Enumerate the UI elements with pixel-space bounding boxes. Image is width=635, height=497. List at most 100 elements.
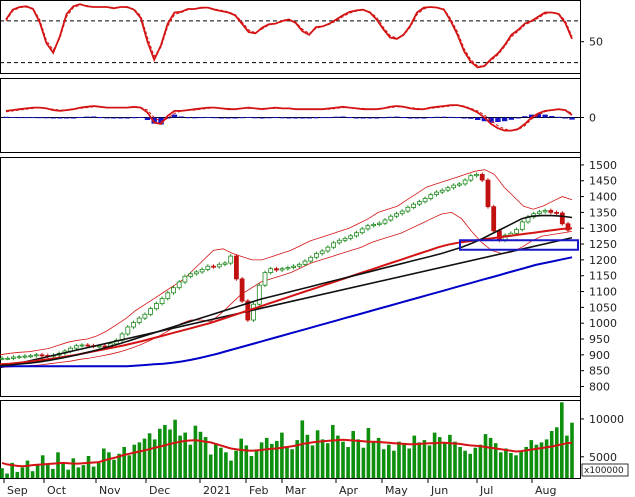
volume-bar: [71, 458, 76, 478]
price-candle: [354, 232, 359, 237]
price-candle: [394, 213, 399, 217]
volume-bar: [341, 441, 345, 478]
price-candle: [0, 357, 5, 360]
macd-histogram-bar: [299, 117, 306, 119]
macd-histogram-bar: [178, 116, 184, 118]
macd-histogram-bar: [171, 114, 178, 118]
volume-bar: [198, 431, 203, 478]
price-candle: [165, 292, 171, 299]
volume-bar: [290, 449, 294, 478]
y-tick-label: 1400: [589, 191, 617, 204]
macd-histogram-bar: [454, 117, 461, 119]
macd-histogram-bar: [158, 117, 164, 125]
price-candle: [554, 211, 559, 214]
chart-axes: 50 0 800 850 900 950 1000 1050 1100 1150 1200 1250 1…: [0, 36, 629, 497]
price-candle: [462, 179, 468, 185]
volume-bar: [234, 450, 238, 478]
macd-histogram-bar: [37, 117, 43, 119]
volume-bar: [183, 432, 187, 478]
volume-bar: [86, 456, 91, 478]
macd-histogram-bar: [353, 117, 360, 119]
price-candle: [228, 255, 234, 264]
macd-histogram-bar: [111, 117, 117, 119]
price-candle: [348, 235, 354, 239]
y-tick-label: 1100: [589, 286, 617, 299]
price-candle: [188, 273, 194, 277]
macd-histogram-bar: [225, 117, 232, 119]
y-tick-label: 1450: [589, 175, 617, 188]
macd-histogram-bar: [346, 117, 353, 119]
volume-bar: [61, 462, 65, 478]
price-candle: [73, 345, 79, 349]
macd-histogram-bar: [475, 117, 481, 120]
y-tick-label: 950: [589, 333, 610, 346]
macd-histogram-bar: [448, 116, 454, 118]
volume-bar: [168, 429, 172, 478]
volume-bar: [163, 425, 167, 478]
macd-histogram-bar: [461, 117, 467, 119]
volume-bar: [249, 456, 254, 478]
volume-bar: [366, 428, 371, 478]
macd-histogram-bar: [549, 116, 555, 118]
macd-histogram-bar: [468, 117, 474, 119]
macd-histogram-bar: [198, 117, 205, 119]
price-candle: [182, 275, 188, 283]
volume-moving-average: [1, 438, 573, 468]
volume-bar: [539, 442, 544, 478]
x-tick-label: Aug: [535, 484, 556, 497]
volume-bar: [565, 435, 569, 478]
y-tick-label: 1000: [589, 317, 617, 330]
price-candle: [325, 246, 331, 252]
price-candle: [176, 281, 182, 289]
x-tick-label: Dec: [149, 484, 170, 497]
price-candle: [131, 322, 136, 328]
price-candle: [251, 303, 257, 321]
price-candle: [308, 256, 314, 262]
volume-bar: [560, 402, 564, 478]
volume-bar: [173, 419, 177, 478]
volume-bar: [254, 450, 259, 478]
volume-bar: [132, 444, 137, 478]
price-candle: [319, 250, 325, 254]
volume-bar: [305, 434, 310, 478]
price-candle: [342, 237, 348, 241]
price-candle: [273, 268, 279, 271]
macd-histogram-bar: [138, 117, 144, 118]
volume-bar: [127, 455, 132, 478]
volume-bar: [478, 444, 483, 478]
volume-bar: [325, 443, 330, 478]
macd-histogram-bar: [508, 117, 515, 120]
macd-histogram-bar: [340, 116, 346, 118]
price-candle: [256, 284, 262, 305]
volume-bar: [320, 439, 325, 478]
macd-histogram-bar: [23, 117, 29, 119]
x-tick-label: Mar: [285, 484, 306, 497]
macd-histogram-bar: [16, 117, 23, 119]
volume-bar: [178, 435, 182, 478]
volume-bar: [35, 465, 40, 478]
volume-bar: [458, 447, 462, 478]
volume-bar: [275, 440, 279, 478]
volume-bar: [463, 450, 467, 478]
macd-histogram-bar: [124, 117, 130, 119]
volume-bar: [152, 439, 157, 478]
oscillator-line: [5, 3, 573, 69]
macd-histogram-bar: [414, 117, 420, 119]
x-tick-label: 2021: [203, 484, 231, 497]
volume-bar: [224, 452, 228, 478]
macd-histogram-bar: [407, 117, 413, 119]
price-candle: [565, 223, 571, 231]
volume-bar: [499, 452, 503, 478]
band-lower-line: [0, 211, 573, 368]
macd-histogram-bar: [326, 117, 333, 119]
macd-histogram-bar: [63, 117, 70, 119]
x-tick-label: Apr: [339, 484, 359, 497]
volume-bar: [219, 447, 223, 478]
macd-histogram-bar: [515, 117, 521, 119]
y-tick-label: 900: [589, 349, 610, 362]
macd-histogram-bar: [90, 116, 97, 118]
price-candle: [548, 210, 554, 213]
volume-bar: [524, 447, 528, 478]
macd-histogram-bar: [535, 113, 541, 118]
macd-histogram-bar: [165, 117, 171, 119]
